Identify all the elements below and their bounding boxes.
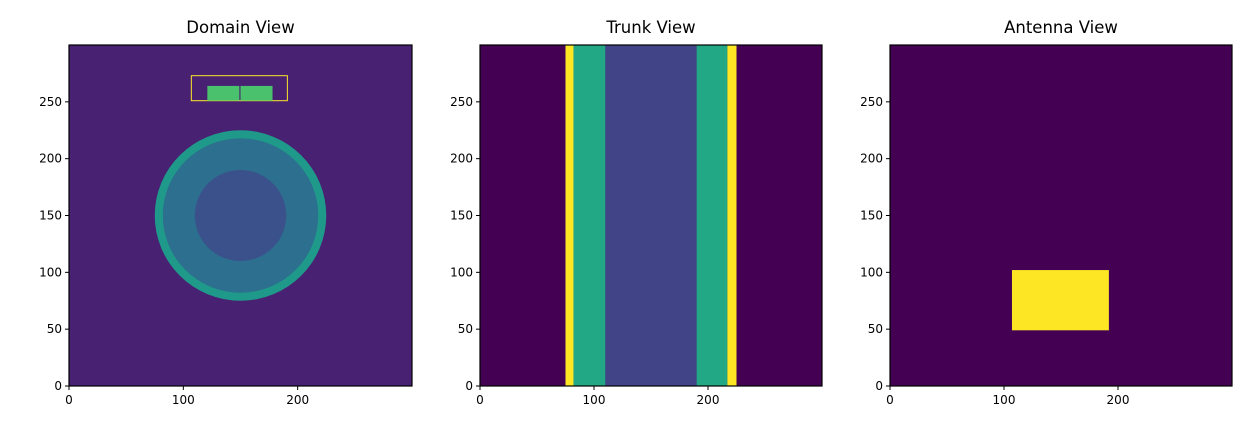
image-area — [890, 45, 1232, 386]
x-tick-label: 200 — [286, 393, 309, 407]
y-tick-label: 150 — [860, 209, 883, 223]
y-tick-label: 50 — [47, 322, 62, 336]
rect-region — [240, 85, 273, 101]
rect-region — [727, 45, 737, 386]
y-tick-label: 0 — [875, 379, 883, 393]
rect-region — [1011, 270, 1109, 331]
image-background — [890, 45, 1232, 386]
y-tick-label: 200 — [39, 152, 62, 166]
x-tick-label: 200 — [1107, 393, 1130, 407]
x-tick-label: 0 — [65, 393, 73, 407]
y-tick-label: 200 — [450, 152, 473, 166]
x-tick-label: 100 — [583, 393, 606, 407]
panel-3: Antenna View 0 100 200 0 50 100 150 200 250 — [860, 18, 1233, 407]
rect-region — [565, 45, 574, 386]
rect-region — [207, 85, 240, 101]
x-tick-label: 100 — [993, 393, 1016, 407]
circle-region — [194, 170, 287, 261]
panel-2: Trunk View 0 100 200 0 50 100 150 200 250 — [450, 18, 823, 407]
y-tick-label: 50 — [458, 322, 473, 336]
y-tick-label: 0 — [54, 379, 62, 393]
rect-region — [605, 45, 697, 386]
y-tick-label: 100 — [39, 265, 62, 279]
x-tick-label: 200 — [697, 393, 720, 407]
y-tick-label: 150 — [39, 209, 62, 223]
panel-1: Domain View 0 100 200 0 50 100 150 200 250 — [39, 18, 413, 407]
y-tick-label: 250 — [860, 95, 883, 109]
x-tick-label: 100 — [172, 393, 195, 407]
y-tick-label: 0 — [465, 379, 473, 393]
y-tick-label: 200 — [860, 152, 883, 166]
y-tick-label: 100 — [860, 265, 883, 279]
image-area — [69, 45, 412, 386]
x-tick-label: 0 — [476, 393, 484, 407]
rect-region — [573, 45, 606, 386]
y-tick-label: 100 — [450, 265, 473, 279]
y-tick-label: 250 — [39, 95, 62, 109]
y-tick-label: 50 — [868, 322, 883, 336]
panel-title: Antenna View — [1004, 18, 1118, 37]
y-tick-label: 150 — [450, 209, 473, 223]
rect-region — [696, 45, 728, 386]
panel-title: Domain View — [186, 18, 294, 37]
x-tick-label: 0 — [886, 393, 894, 407]
panel-title: Trunk View — [605, 18, 695, 37]
image-area — [480, 45, 822, 386]
y-tick-label: 250 — [450, 95, 473, 109]
